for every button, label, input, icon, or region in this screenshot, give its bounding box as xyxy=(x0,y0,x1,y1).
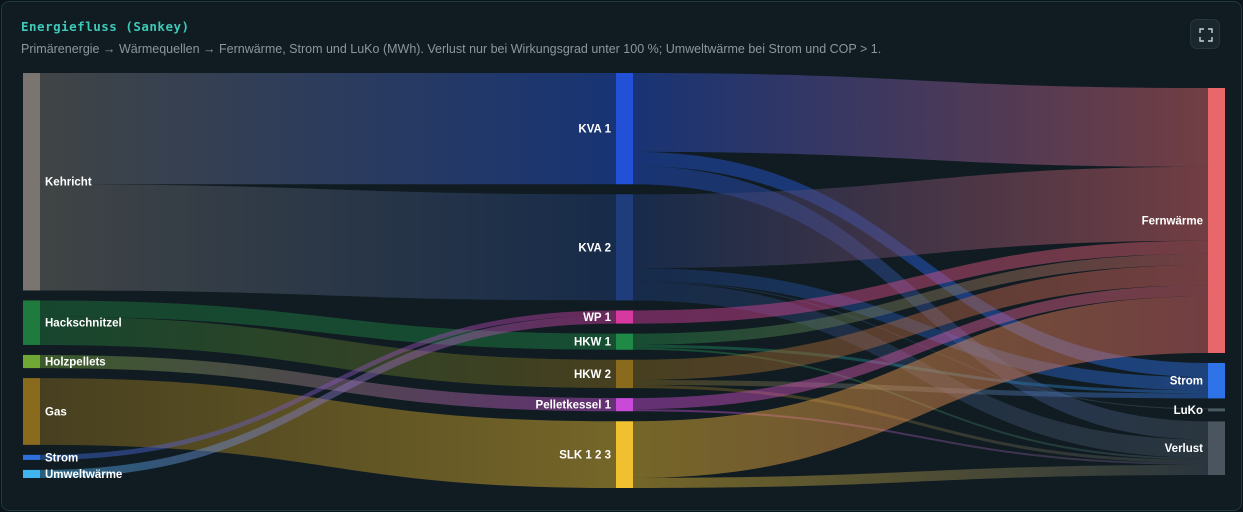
link-pellet1-fernwaerme[interactable] xyxy=(633,285,1208,410)
fullscreen-icon xyxy=(1199,28,1213,42)
node-label-verlust: Verlust xyxy=(1165,443,1204,455)
link-kva1-strom_out[interactable] xyxy=(633,151,1208,378)
node-label-strom_out: Strom xyxy=(1170,376,1203,388)
node-label-gas: Gas xyxy=(45,406,67,418)
node-label-slk: SLK 1 2 3 xyxy=(559,450,611,462)
node-luko[interactable] xyxy=(1208,408,1225,412)
node-kehricht[interactable] xyxy=(23,73,40,291)
link-kva2-fernwaerme[interactable] xyxy=(633,166,1208,269)
node-label-kehricht: Kehricht xyxy=(45,177,92,189)
node-label-umweltwaerme: Umweltwärme xyxy=(45,469,122,481)
link-kva1-fernwaerme[interactable] xyxy=(633,73,1208,167)
sankey-nodes xyxy=(23,73,1225,488)
node-pellet1[interactable] xyxy=(616,398,633,412)
link-strom_in-wp1[interactable] xyxy=(40,310,616,460)
node-label-strom_in: Strom xyxy=(45,452,78,464)
chart-title: Energiefluss (Sankey) xyxy=(21,19,190,34)
link-slk-verlust[interactable] xyxy=(633,464,1208,488)
node-label-holzpellets: Holzpellets xyxy=(45,357,106,369)
link-umweltwaerme-wp1[interactable] xyxy=(40,315,616,478)
node-hkw2[interactable] xyxy=(616,359,633,389)
link-hackschnitzel-hkw2[interactable] xyxy=(40,316,616,389)
node-kva1[interactable] xyxy=(616,73,633,185)
sankey-links xyxy=(40,73,1208,488)
node-label-hkw1: HKW 1 xyxy=(574,337,612,349)
node-slk[interactable] xyxy=(616,421,633,488)
link-kehricht-kva1[interactable] xyxy=(40,73,616,185)
sankey-labels: Kehricht Hackschnitzel Holzpellets Gas Strom… xyxy=(45,124,1203,481)
link-slk-fernwaerme[interactable] xyxy=(633,296,1208,478)
node-label-hkw2: HKW 2 xyxy=(574,369,611,381)
node-label-fernwaerme: Fernwärme xyxy=(1142,215,1203,227)
node-verlust[interactable] xyxy=(1208,421,1225,475)
node-wp1[interactable] xyxy=(616,310,633,324)
link-gas-slk[interactable] xyxy=(40,378,616,488)
node-hkw1[interactable] xyxy=(616,333,633,350)
node-fernwaerme[interactable] xyxy=(1208,88,1225,353)
fullscreen-button[interactable] xyxy=(1190,19,1220,49)
link-hkw2-fernwaerme[interactable] xyxy=(633,264,1208,381)
node-label-luko: LuKo xyxy=(1174,405,1203,417)
node-kva2[interactable] xyxy=(616,194,633,301)
chart-subtitle: Primärenergie → Wärmequellen → Fernwärme… xyxy=(21,42,882,56)
node-holzpellets[interactable] xyxy=(23,354,40,369)
node-umweltwaerme[interactable] xyxy=(23,469,40,478)
node-strom_out[interactable] xyxy=(1208,362,1225,399)
node-strom_in[interactable] xyxy=(23,454,40,460)
link-wp1-fernwaerme[interactable] xyxy=(633,240,1208,324)
node-gas[interactable] xyxy=(23,378,40,445)
node-label-wp1: WP 1 xyxy=(583,312,612,324)
node-label-kva1: KVA 1 xyxy=(578,124,611,136)
link-hkw2-verlust[interactable] xyxy=(633,385,1208,463)
link-kehricht-kva2[interactable] xyxy=(40,184,616,301)
link-hkw1-fernwaerme[interactable] xyxy=(633,253,1208,345)
node-label-kva2: KVA 2 xyxy=(578,242,611,254)
node-hackschnitzel[interactable] xyxy=(23,300,40,345)
node-label-pellet1: Pelletkessel 1 xyxy=(536,400,612,412)
node-label-hackschnitzel: Hackschnitzel xyxy=(45,318,122,330)
link-pellet1-verlust[interactable] xyxy=(633,409,1208,465)
